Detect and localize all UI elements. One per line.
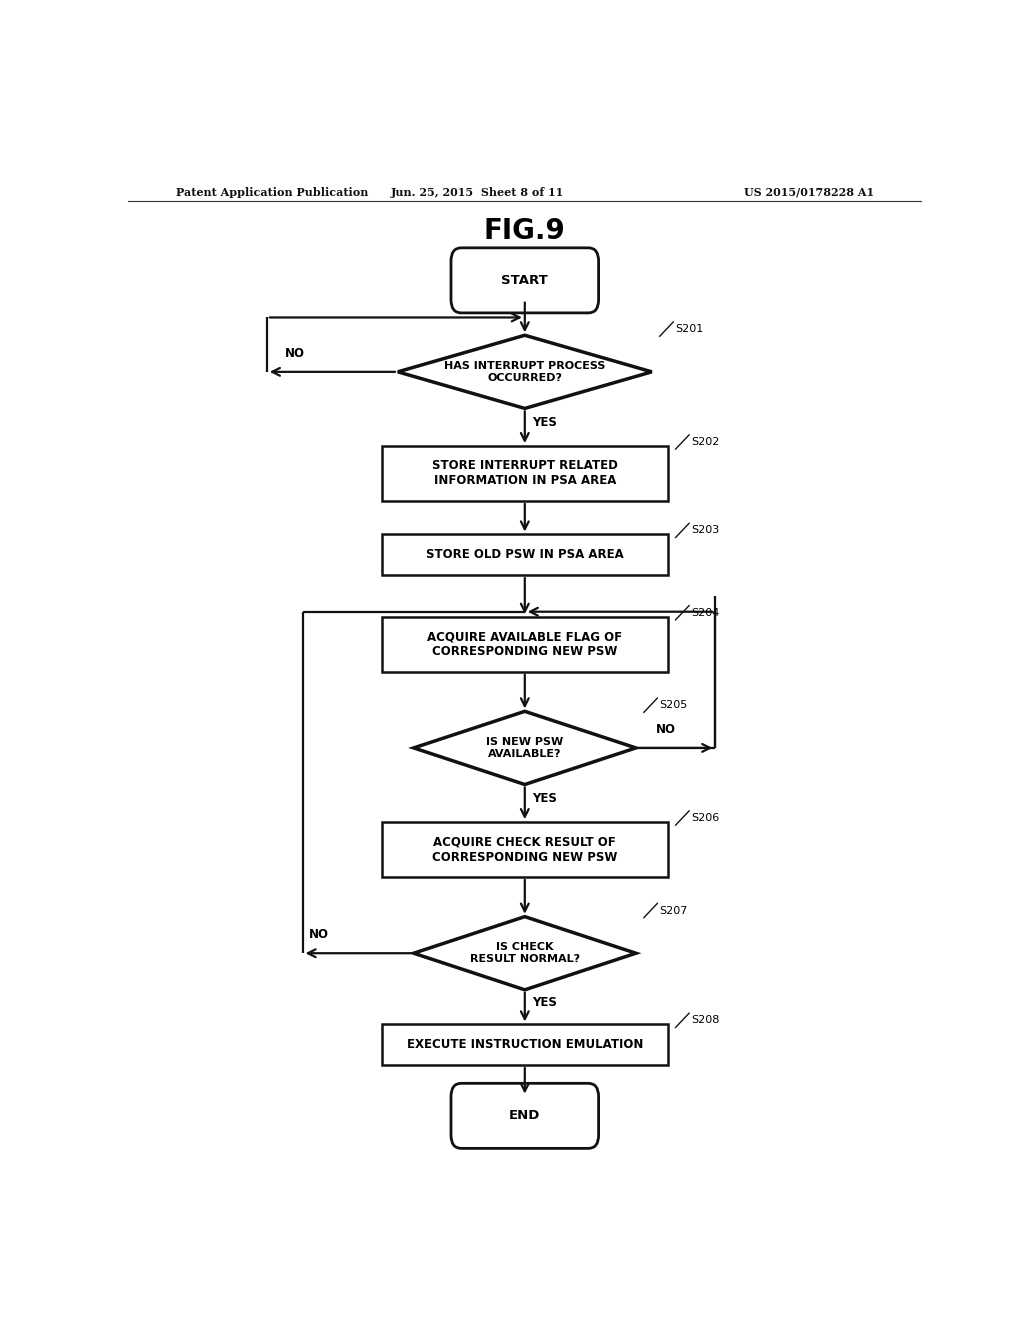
Text: S202: S202 xyxy=(691,437,720,447)
Text: STORE OLD PSW IN PSA AREA: STORE OLD PSW IN PSA AREA xyxy=(426,548,624,561)
Text: Jun. 25, 2015  Sheet 8 of 11: Jun. 25, 2015 Sheet 8 of 11 xyxy=(390,187,564,198)
Text: YES: YES xyxy=(532,792,557,805)
Text: S204: S204 xyxy=(691,607,720,618)
Polygon shape xyxy=(414,916,636,990)
Text: NO: NO xyxy=(656,723,676,737)
Text: S205: S205 xyxy=(659,700,688,710)
Text: END: END xyxy=(509,1109,541,1122)
Text: Patent Application Publication: Patent Application Publication xyxy=(176,187,368,198)
Polygon shape xyxy=(414,711,636,784)
Text: HAS INTERRUPT PROCESS
OCCURRED?: HAS INTERRUPT PROCESS OCCURRED? xyxy=(444,362,605,383)
Bar xyxy=(382,616,668,672)
Text: S208: S208 xyxy=(691,1015,720,1026)
Bar xyxy=(382,822,668,876)
Bar xyxy=(382,535,668,576)
FancyBboxPatch shape xyxy=(451,1084,599,1148)
Text: S207: S207 xyxy=(659,906,688,916)
Text: S203: S203 xyxy=(691,525,720,536)
Text: STORE INTERRUPT RELATED
INFORMATION IN PSA AREA: STORE INTERRUPT RELATED INFORMATION IN P… xyxy=(432,459,617,487)
Text: IS NEW PSW
AVAILABLE?: IS NEW PSW AVAILABLE? xyxy=(486,737,563,759)
Bar xyxy=(382,446,668,500)
Text: YES: YES xyxy=(532,995,557,1008)
Text: ACQUIRE CHECK RESULT OF
CORRESPONDING NEW PSW: ACQUIRE CHECK RESULT OF CORRESPONDING NE… xyxy=(432,836,617,863)
Polygon shape xyxy=(397,335,652,408)
Text: IS CHECK
RESULT NORMAL?: IS CHECK RESULT NORMAL? xyxy=(470,942,580,964)
Text: ACQUIRE AVAILABLE FLAG OF
CORRESPONDING NEW PSW: ACQUIRE AVAILABLE FLAG OF CORRESPONDING … xyxy=(427,630,623,659)
Text: START: START xyxy=(502,273,548,286)
Text: YES: YES xyxy=(532,416,557,429)
FancyBboxPatch shape xyxy=(451,248,599,313)
Text: S206: S206 xyxy=(691,813,720,824)
Text: US 2015/0178228 A1: US 2015/0178228 A1 xyxy=(743,187,873,198)
Bar xyxy=(382,1024,668,1065)
Text: FIG.9: FIG.9 xyxy=(484,218,565,246)
Text: S201: S201 xyxy=(676,325,703,334)
Text: EXECUTE INSTRUCTION EMULATION: EXECUTE INSTRUCTION EMULATION xyxy=(407,1039,643,1051)
Text: NO: NO xyxy=(308,928,329,941)
Text: NO: NO xyxy=(285,347,305,360)
